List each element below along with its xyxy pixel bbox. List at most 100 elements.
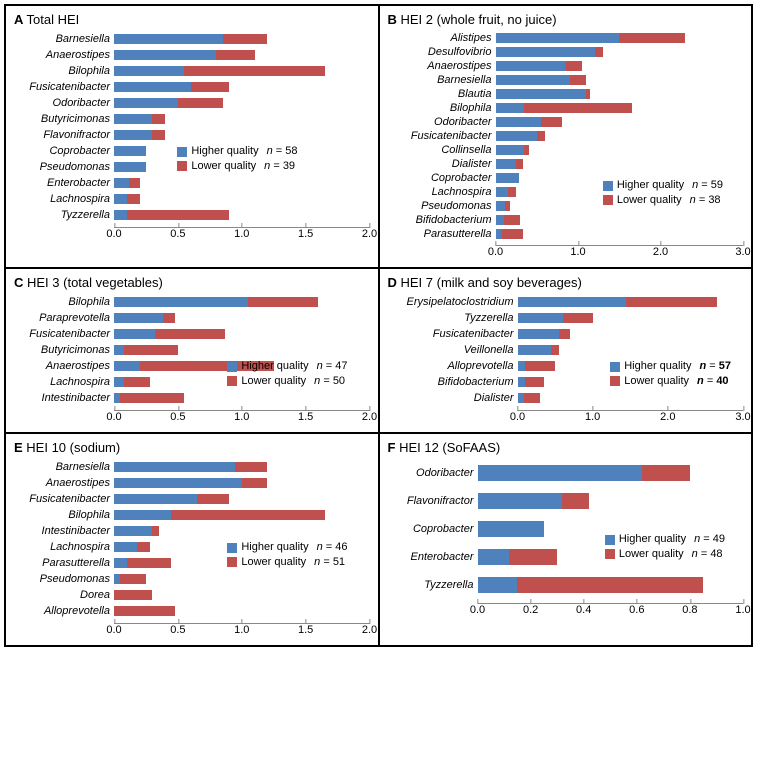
- bar-track: [114, 393, 370, 403]
- bar-track: [478, 468, 744, 478]
- bar-segment-higher: [478, 549, 510, 565]
- axis-ticks: 0.01.02.03.0: [518, 410, 744, 428]
- bar-segment-higher: [478, 465, 643, 481]
- bar-row: Collinsella: [388, 143, 744, 157]
- legend-label-lower: Lower quality: [617, 193, 682, 207]
- bar-track: [496, 145, 744, 155]
- axis-spacer: [388, 245, 496, 263]
- bar-row: Flavonifractor: [14, 127, 370, 143]
- taxon-label: Pseudomonas: [388, 200, 496, 212]
- legend: Higher qualityn = 49Lower qualityn = 48: [605, 532, 725, 561]
- bar-segment-lower: [114, 606, 175, 616]
- bar-row: Intestinibacter: [14, 390, 370, 406]
- bar-track: [496, 229, 744, 239]
- bar-segment-lower: [566, 61, 583, 71]
- axis-tick: 0.2: [523, 604, 538, 616]
- bar-segment-lower: [152, 114, 165, 124]
- bar-segment-higher: [518, 313, 563, 323]
- bar-row: Intestinibacter: [14, 523, 370, 539]
- bar-segment-higher: [114, 66, 184, 76]
- axis-tick: 2.0: [362, 624, 377, 636]
- bar-segment-higher: [496, 131, 537, 141]
- bar-segment-lower: [524, 103, 631, 113]
- taxon-label: Alloprevotella: [14, 605, 114, 617]
- bar-row: Odoribacter: [14, 95, 370, 111]
- taxon-label: Dialister: [388, 392, 518, 404]
- bar-track: [114, 82, 370, 92]
- bar-segment-lower: [626, 297, 716, 307]
- bar-segment-higher: [114, 34, 223, 44]
- taxon-label: Fusicatenibacter: [388, 328, 518, 340]
- taxon-label: Odoribacter: [14, 97, 114, 109]
- bar-segment-higher: [478, 577, 518, 593]
- panel-grid: A Total HEIBarnesiellaAnaerostipesBiloph…: [4, 4, 753, 647]
- legend-swatch-lower: [610, 376, 620, 386]
- legend-row-lower: Lower qualityn = 51: [227, 555, 347, 569]
- bar-segment-lower: [619, 33, 685, 43]
- bar-segment-higher: [114, 50, 216, 60]
- axis-tick: 2.0: [362, 228, 377, 240]
- bar-row: Fusicatenibacter: [388, 129, 744, 143]
- legend-row-higher: Higher quality n = 47: [227, 359, 347, 373]
- taxon-label: Bilophila: [388, 102, 496, 114]
- x-axis: 0.01.02.03.0: [388, 245, 744, 263]
- bar-row: Fusicatenibacter: [388, 326, 744, 342]
- bar-segment-lower: [124, 345, 178, 355]
- taxon-label: Lachnospira: [14, 541, 114, 553]
- bar-segment-lower: [242, 478, 268, 488]
- bar-segment-lower: [551, 345, 559, 355]
- bar-segment-higher: [518, 345, 552, 355]
- bar-row: Tyzzerella: [388, 571, 744, 599]
- legend-swatch-lower: [603, 195, 613, 205]
- bar-segment-higher: [114, 377, 124, 387]
- bar-row: Bilophila: [14, 294, 370, 310]
- bar-segment-lower: [537, 131, 545, 141]
- legend-label-higher: Higher quality: [241, 359, 308, 373]
- bar-segment-higher: [496, 89, 587, 99]
- bar-track: [496, 117, 744, 127]
- bar-segment-lower: [178, 98, 223, 108]
- legend-row-lower: Lower qualityn = 39: [177, 159, 297, 173]
- bar-segment-higher: [496, 159, 517, 169]
- taxon-label: Parasutterella: [14, 557, 114, 569]
- taxon-label: Desulfovibrio: [388, 46, 496, 58]
- bar-segment-higher: [114, 210, 127, 220]
- taxon-label: Intestinibacter: [14, 392, 114, 404]
- bar-segment-higher: [114, 462, 235, 472]
- panel-D: D HEI 7 (milk and soy beverages)Erysipel…: [379, 268, 753, 433]
- axis-spacer: [388, 410, 518, 428]
- bar-segment-higher: [114, 114, 152, 124]
- taxon-label: Alistipes: [388, 32, 496, 44]
- bar-row: Desulfovibrio: [388, 45, 744, 59]
- bar-track: [518, 345, 744, 355]
- panel-title: D HEI 7 (milk and soy beverages): [388, 275, 744, 290]
- legend-row-higher: Higher qualityn = 49: [605, 532, 725, 546]
- bar-track: [496, 215, 744, 225]
- bar-segment-lower: [586, 89, 590, 99]
- panel-letter: A: [14, 12, 27, 27]
- legend-label-higher: Higher quality: [241, 540, 308, 554]
- bar-segment-lower: [502, 229, 523, 239]
- bar-segment-lower: [152, 526, 158, 536]
- legend-label-lower: Lower quality: [619, 547, 684, 561]
- bar-segment-higher: [496, 173, 519, 183]
- bar-segment-lower: [524, 145, 528, 155]
- axis-tick: 0.5: [170, 624, 185, 636]
- bar-row: Alloprevotella: [14, 603, 370, 619]
- bar-row: Pseudomonas: [14, 571, 370, 587]
- bar-track: [518, 297, 744, 307]
- legend-swatch-higher: [603, 181, 613, 191]
- legend-swatch-higher: [610, 362, 620, 372]
- taxon-label: Flavonifractor: [388, 495, 478, 507]
- panel-title: E HEI 10 (sodium): [14, 440, 370, 455]
- bar-row: Bilophila: [14, 507, 370, 523]
- x-axis: 0.00.51.01.52.0: [14, 623, 370, 641]
- legend-row-higher: Higher qualityn = 59: [603, 178, 723, 192]
- legend-n-higher: n = 47: [317, 359, 348, 373]
- taxon-label: Barnesiella: [14, 33, 114, 45]
- bar-row: Odoribacter: [388, 459, 744, 487]
- axis-tick: 1.0: [735, 604, 750, 616]
- panel-title: F HEI 12 (SoFAAS): [388, 440, 744, 455]
- bar-segment-higher: [114, 345, 124, 355]
- bar-segment-higher: [496, 61, 566, 71]
